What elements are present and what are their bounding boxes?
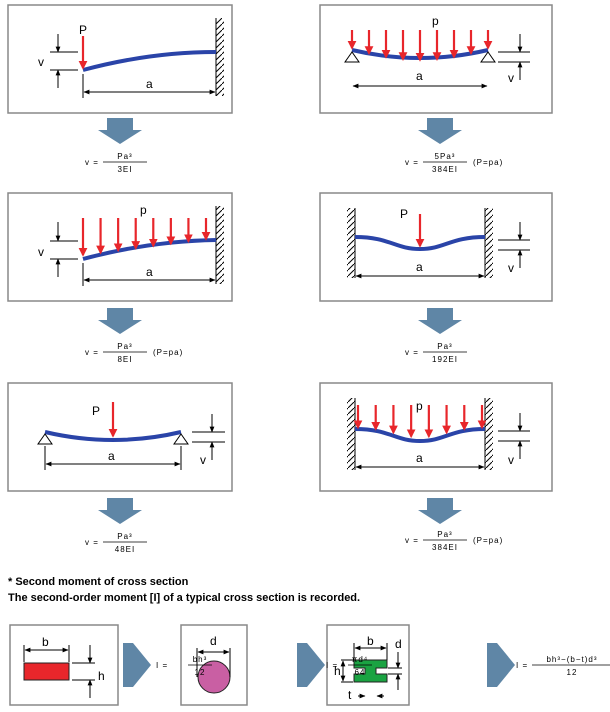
moment-of-inertia-formula: I = bh³ 12: [156, 655, 212, 677]
label: P: [400, 207, 408, 221]
label: 12: [195, 668, 206, 677]
label: 384EI: [432, 543, 458, 552]
panel-cantilever-distributed-load: p v a: [7, 192, 233, 302]
label: Pa³: [437, 342, 452, 351]
label: d: [210, 634, 217, 648]
label: Pa³: [117, 532, 132, 541]
label: h: [334, 664, 341, 678]
panel-fixed-fixed-distributed-load: p v a: [319, 382, 553, 492]
note-title: * Second moment of cross section: [8, 576, 189, 588]
label: 5Pa³: [435, 152, 456, 161]
label: p: [416, 399, 423, 413]
label: bh³−(b−t)d³: [546, 655, 597, 664]
label: πd⁴: [352, 655, 368, 664]
deflection-formula: v = 5Pa³ 384EI (P=pa): [405, 152, 503, 174]
label: P: [79, 23, 87, 37]
label: a: [108, 449, 115, 463]
distributed-load-arrows: [347, 30, 493, 62]
label: v: [508, 261, 514, 275]
deflection-formula: v = Pa³ 384EI (P=pa): [405, 530, 503, 552]
label: v: [508, 71, 514, 85]
down-arrow-icon: [418, 498, 462, 524]
label: Pa³: [117, 152, 132, 161]
label: a: [416, 69, 423, 83]
right-arrow-icon: [487, 643, 515, 687]
label: a: [416, 451, 423, 465]
label: Pa³: [437, 530, 452, 539]
label: v =: [405, 348, 419, 357]
label: v =: [85, 538, 99, 547]
label: t: [348, 688, 352, 702]
down-arrow-icon: [98, 498, 142, 524]
label: h: [98, 669, 105, 683]
down-arrow-icon: [418, 118, 462, 144]
deflection-formula: v = Pa³ 3EI: [85, 152, 147, 174]
down-arrow-icon: [98, 308, 142, 334]
label: v =: [405, 158, 419, 167]
label: v: [508, 453, 514, 467]
label: d: [395, 637, 402, 651]
right-arrow-icon: [123, 643, 151, 687]
label: I =: [156, 661, 168, 670]
label: 48EI: [115, 545, 135, 554]
label: v =: [85, 158, 99, 167]
label: p: [432, 14, 439, 28]
label: v: [38, 55, 44, 69]
moment-of-inertia-formula: I = bh³−(b−t)d³ 12: [516, 655, 610, 677]
label: 192EI: [432, 355, 458, 364]
label: (P=pa): [473, 158, 503, 167]
label: (P=pa): [473, 536, 503, 545]
deflection-formula: v = Pa³ 8EI (P=pa): [85, 342, 183, 364]
label: I =: [326, 661, 338, 670]
panel-fixed-fixed-point-load: P v a: [319, 192, 553, 302]
deflection-formula: v = Pa³ 48EI: [85, 532, 147, 554]
label: Pa³: [117, 342, 132, 351]
label: v: [38, 245, 44, 259]
label: v =: [405, 536, 419, 545]
label: a: [416, 260, 423, 274]
label: v: [200, 453, 206, 467]
distributed-load-arrows: [353, 405, 487, 439]
note-text: The second-order moment [I] of a typical…: [8, 592, 360, 604]
label: v =: [85, 348, 99, 357]
right-arrow-icon: [297, 643, 325, 687]
label: I =: [516, 661, 528, 670]
label: bh³: [193, 655, 208, 664]
down-arrow-icon: [418, 308, 462, 334]
label: p: [140, 203, 147, 217]
section-rectangle: b h: [9, 624, 119, 706]
label: 12: [567, 668, 578, 677]
label: a: [146, 77, 153, 91]
panel-simply-supported-point-load: P v a: [7, 382, 233, 492]
deflection-formula: v = Pa³ 192EI: [405, 342, 467, 364]
label: b: [367, 634, 374, 648]
down-arrow-icon: [98, 118, 142, 144]
label: b: [42, 635, 49, 649]
label: P: [92, 404, 100, 418]
panel-simply-supported-distributed-load: p v a: [319, 4, 553, 114]
moment-of-inertia-formula: I = πd⁴ 64: [326, 655, 372, 677]
distributed-load-arrows: [78, 218, 211, 257]
label: 64: [355, 668, 366, 677]
label: 384EI: [432, 165, 458, 174]
label: 3EI: [117, 165, 132, 174]
label: (P=pa): [153, 348, 183, 357]
panel-cantilever-point-load: P v a: [7, 4, 233, 114]
label: a: [146, 265, 153, 279]
label: 8EI: [117, 355, 132, 364]
